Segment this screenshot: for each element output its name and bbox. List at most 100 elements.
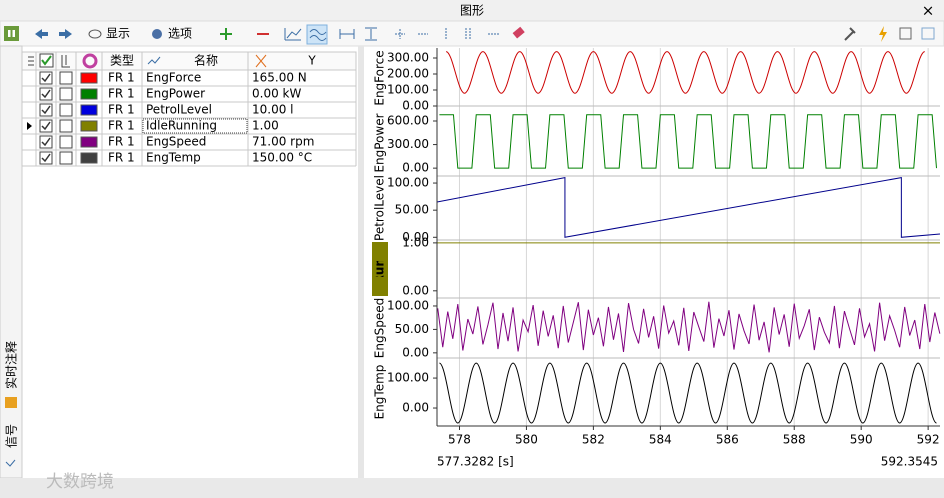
- x-tick-label: 592: [917, 433, 940, 447]
- y-tick-label: 50.00: [395, 322, 429, 336]
- signal-name[interactable]: EngForce: [146, 71, 201, 85]
- y-tick-label: 100.00: [387, 371, 429, 385]
- stack-view-button[interactable]: [306, 24, 328, 45]
- watermark: 大数跨境: [46, 472, 114, 492]
- pin-checkbox[interactable]: [59, 71, 73, 85]
- icon: [61, 55, 70, 68]
- stacked-chart: 0.00100.00200.00300.00EngForce0.00300.00…: [372, 48, 941, 469]
- signal-type: FR 1: [108, 151, 135, 165]
- undo-button[interactable]: [35, 29, 48, 39]
- tab-icon: [5, 459, 16, 467]
- eraser-button[interactable]: [512, 26, 525, 39]
- y-tick-label: 50.00: [395, 203, 429, 217]
- undock-button[interactable]: [921, 27, 935, 40]
- check-mark: [41, 73, 51, 83]
- trigger-button[interactable]: [879, 26, 887, 42]
- color-swatch[interactable]: [80, 72, 98, 84]
- y-tick-label: 0.00: [402, 401, 429, 415]
- add-button[interactable]: [220, 28, 232, 40]
- visible-checkbox[interactable]: [39, 119, 53, 133]
- y-axis-label[interactable]: EngPower: [373, 113, 387, 172]
- y-tick-label: 200.00: [387, 67, 429, 81]
- icon: [8, 30, 11, 37]
- display-menu[interactable]: 显示: [106, 27, 130, 41]
- signal-name[interactable]: PetrolLevel: [146, 103, 212, 117]
- redo-button[interactable]: [59, 29, 72, 39]
- y-tick-label: 1.00: [402, 235, 429, 249]
- side-tab[interactable]: 实时注释: [4, 341, 19, 389]
- signal-name[interactable]: IdleRunning: [146, 119, 217, 133]
- icon: [147, 56, 161, 65]
- settings-button[interactable]: [844, 27, 856, 41]
- y-tick-label: 0.00: [402, 99, 429, 113]
- color-icon: [82, 53, 98, 69]
- signal-type: FR 1: [108, 119, 135, 133]
- zoom-buttons[interactable]: [339, 27, 377, 41]
- signal-name[interactable]: EngPower: [146, 87, 205, 101]
- visible-checkbox[interactable]: [39, 71, 53, 85]
- visible-checkbox[interactable]: [39, 151, 53, 165]
- selected-cell: [142, 118, 248, 134]
- y-tick-label: 0.00: [402, 230, 429, 244]
- pin-checkbox[interactable]: [59, 135, 73, 149]
- x-tick-label: 582: [582, 433, 605, 447]
- y-tick-label: 300.00: [387, 137, 429, 151]
- close-button[interactable]: ×: [922, 2, 935, 20]
- signal-value: 10.00 l: [252, 103, 294, 117]
- signal-value: 0.00 kW: [252, 87, 301, 101]
- signal-name[interactable]: EngTemp: [146, 151, 201, 165]
- toolbar: [0, 20, 944, 47]
- signal-table: FR 1 EngForce 165.00 N FR 1 EngPower 0.00 kW F…: [21, 52, 357, 167]
- range-start: 577.3282 [s]: [437, 455, 514, 469]
- options-menu[interactable]: 选项: [168, 27, 192, 41]
- signal-type: FR 1: [108, 87, 135, 101]
- color-swatch[interactable]: [80, 88, 98, 100]
- splitter[interactable]: [358, 46, 364, 478]
- signal-value: 71.00 rpm: [252, 135, 314, 149]
- pause-button[interactable]: [4, 26, 19, 41]
- signal-line: [439, 114, 938, 169]
- y-tick-label: 0.00: [402, 161, 429, 175]
- y-tick-label: 0.00: [402, 283, 429, 297]
- y-tick-label: 600.00: [387, 114, 429, 128]
- range-end: 592.3545: [881, 455, 938, 469]
- check-mark: [41, 153, 51, 163]
- y-axis-label[interactable]: EngTemp: [373, 365, 387, 420]
- signal-line: [438, 362, 937, 424]
- signal-value: 165.00 N: [252, 71, 307, 85]
- icon: [41, 55, 52, 66]
- y-axis-label[interactable]: PetrolLevel: [373, 175, 387, 241]
- x-tick-label: 584: [649, 433, 672, 447]
- side-tab-strip: [0, 45, 23, 479]
- pin-checkbox[interactable]: [59, 119, 73, 133]
- pin-checkbox[interactable]: [59, 103, 73, 117]
- y-axis-label[interactable]: EngForce: [373, 50, 387, 105]
- signal-type: FR 1: [108, 71, 135, 85]
- x-tick-label: 586: [716, 433, 739, 447]
- axis-label-highlight: [372, 242, 388, 296]
- y-axis-label[interactable]: IdleRunning: [373, 228, 387, 309]
- visible-checkbox[interactable]: [39, 103, 53, 117]
- icon: [28, 56, 34, 66]
- y-tick-label: 100.00: [387, 298, 429, 312]
- icon: [309, 29, 327, 41]
- signal-value: 1.00: [252, 119, 279, 133]
- pin-checkbox[interactable]: [59, 151, 73, 165]
- column-header[interactable]: Y: [307, 54, 316, 68]
- color-swatch[interactable]: [80, 136, 98, 148]
- visible-checkbox[interactable]: [39, 87, 53, 101]
- column-header[interactable]: 名称: [194, 53, 218, 68]
- side-tab[interactable]: 信号: [5, 424, 19, 448]
- column-header[interactable]: 类型: [110, 54, 134, 68]
- y-axis-label[interactable]: EngSpeed: [373, 298, 387, 358]
- color-swatch[interactable]: [80, 152, 98, 164]
- export-button[interactable]: [899, 27, 912, 40]
- pin-checkbox[interactable]: [59, 87, 73, 101]
- cursor-buttons[interactable]: [395, 28, 500, 40]
- signal-name[interactable]: EngSpeed: [146, 135, 206, 149]
- color-swatch[interactable]: [80, 104, 98, 116]
- line-view-button[interactable]: [284, 28, 302, 41]
- color-swatch[interactable]: [80, 120, 98, 132]
- visible-checkbox[interactable]: [39, 135, 53, 149]
